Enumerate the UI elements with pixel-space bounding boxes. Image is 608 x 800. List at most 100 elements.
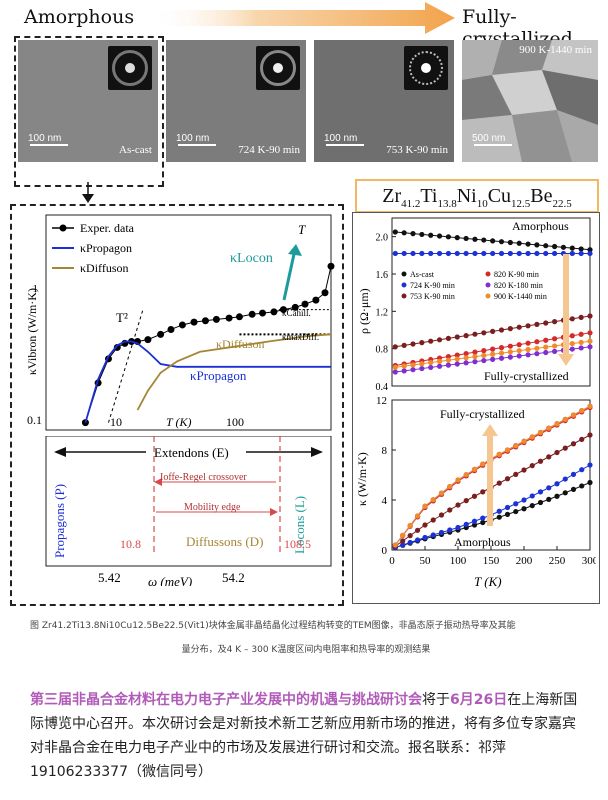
k-point: [546, 485, 552, 491]
k-point: [579, 436, 585, 442]
rho-point: [445, 362, 451, 368]
rho-point: [436, 358, 443, 364]
k-point: [587, 462, 593, 468]
x-axis-label: T (K): [166, 415, 191, 429]
rho-point: [534, 339, 540, 345]
rho-point: [481, 330, 487, 336]
k-point: [414, 513, 421, 519]
rho-point: [516, 353, 522, 359]
k-point: [570, 441, 577, 447]
legend-diffuson: κDiffuson: [80, 261, 129, 275]
subscript: 41.2: [401, 198, 421, 210]
k-point: [570, 471, 577, 477]
rho-point: [498, 327, 505, 333]
sample-condition: 724 K-90 min: [238, 144, 300, 156]
rho-point: [552, 336, 558, 342]
data-point: [225, 314, 233, 322]
rho-point: [516, 250, 522, 257]
k-point: [400, 542, 406, 548]
rho-point: [569, 346, 575, 352]
rho-legend: As-cast 724 K-90 min 753 K-90 min 820 K-…: [401, 270, 547, 301]
extendons-label: Extendons (E): [154, 445, 229, 460]
k-point: [480, 519, 486, 526]
rho-point: [498, 345, 505, 351]
rho-point: [525, 250, 531, 257]
vibron-chart: Exper. data κPropagon κDiffuson T² T κLo…: [26, 214, 335, 431]
k-point: [521, 506, 527, 512]
rho-point: [507, 343, 513, 349]
rho-point: [578, 345, 584, 351]
figure-caption: 图 Zr41.2Ti13.8Ni10Cu12.5Be22.5(Vit1)块体金属…: [30, 614, 582, 662]
x-tick-label: 300: [582, 555, 596, 567]
rho-point: [419, 231, 425, 238]
rho-point: [534, 242, 540, 248]
rho-point: [587, 338, 593, 344]
diffusons-label: Diffussons (D): [186, 534, 263, 549]
k-point: [587, 403, 593, 409]
rho-point: [578, 314, 584, 320]
element: Be: [530, 185, 553, 207]
propagons-label: Propagons (P): [52, 484, 67, 558]
k-point: [537, 499, 544, 506]
k-point: [513, 443, 519, 449]
k-point: [562, 416, 568, 422]
rho-point: [401, 368, 407, 374]
rho-point: [507, 326, 513, 332]
rho-point: [454, 361, 460, 367]
rho-point: [516, 324, 522, 330]
k-point: [422, 522, 428, 528]
rho-point: [454, 250, 460, 257]
k-point: [414, 527, 421, 533]
as-cast-highlight-box: [14, 36, 164, 187]
rho-point: [454, 334, 460, 340]
rho-point: [543, 320, 549, 326]
k-point: [447, 483, 453, 490]
rho-point: [507, 250, 513, 257]
data-point: [235, 313, 243, 321]
data-point: [301, 300, 309, 308]
y-tick-label: 4: [382, 495, 388, 507]
scale-bar: [30, 144, 68, 146]
rho-point: [498, 355, 505, 361]
x-tick-label: 0: [389, 555, 395, 567]
data-point: [259, 309, 267, 317]
event-details: 在上海新国际博览中心召开。本次研讨会是对新技术新工艺新应用新市场的推进，将有多位…: [30, 692, 578, 780]
k-point: [496, 480, 502, 486]
k-point: [471, 493, 478, 499]
k-point: [407, 523, 413, 529]
data-point: [321, 289, 329, 297]
right-arrowhead-icon: [311, 447, 323, 457]
k-point: [570, 412, 577, 418]
arrowhead-icon: [154, 478, 162, 486]
rho-point: [525, 323, 531, 329]
regime-schematic: Extendons (E) Ioffe-Regel crossover Mobi…: [45, 436, 332, 586]
k-point: [480, 515, 486, 521]
rho-point: [463, 350, 469, 357]
scale-bar: [474, 144, 512, 146]
element: Ti: [420, 185, 438, 207]
k-point: [513, 508, 519, 515]
locon-arrow: [282, 253, 296, 301]
k-point: [430, 517, 436, 523]
rho-point: [445, 335, 451, 341]
series-line-1: [84, 340, 331, 423]
k-point: [463, 498, 469, 504]
rho-point: [569, 245, 575, 251]
ytick-0.1: 0.1: [27, 413, 42, 427]
k-point: [546, 496, 552, 502]
rho-point: [472, 359, 478, 365]
x-tick-label: 150: [483, 555, 500, 567]
k-point: [529, 463, 535, 469]
rho-point: [560, 244, 567, 250]
arrowhead-icon: [270, 508, 278, 516]
data-point: [327, 262, 335, 270]
rho-point: [534, 351, 540, 357]
subscript: 10: [476, 198, 488, 210]
k-y-label: κ (W/m·K): [356, 452, 369, 506]
k-point: [562, 476, 568, 482]
rho-point: [569, 316, 575, 322]
rho-point: [552, 250, 558, 257]
rho-point: [534, 345, 540, 351]
rho-point: [587, 330, 593, 336]
k-point: [414, 537, 421, 543]
